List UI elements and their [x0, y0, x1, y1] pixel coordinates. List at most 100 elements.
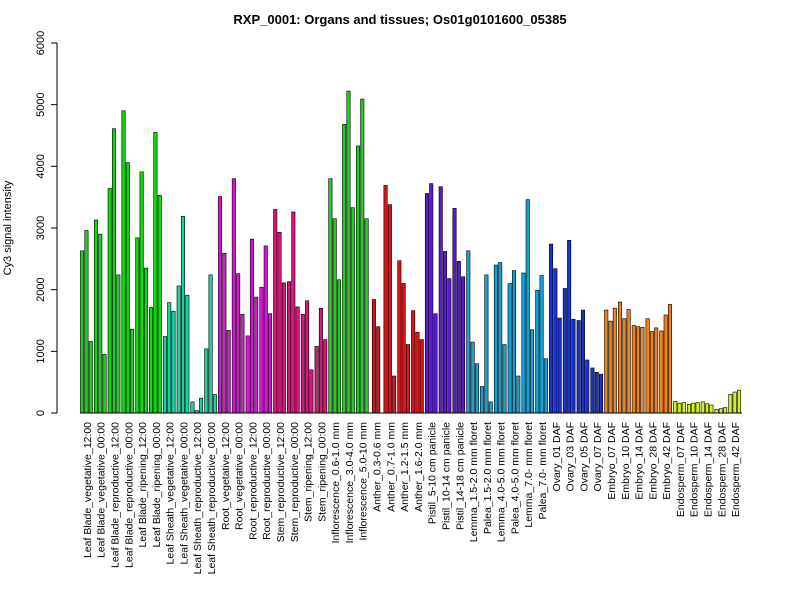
bar	[254, 296, 259, 414]
bar	[732, 391, 737, 414]
x-category-label: Stem_reproductive_00:00	[289, 422, 301, 542]
bar	[226, 330, 231, 414]
bar	[695, 402, 700, 414]
bar	[663, 314, 668, 414]
x-category-label: Stem_ripening_12:00	[303, 422, 315, 522]
bar	[364, 218, 369, 414]
y-axis: 0 1000 2000 3000 4000 5000 6000	[35, 31, 58, 416]
x-category-label: Leaf Sheath_vegetative_00:00	[178, 422, 190, 565]
bar	[604, 309, 609, 414]
x-category-label: Leaf Blade_reproductive_00:00	[123, 422, 135, 568]
x-category-label: Root_vegetative_12:00	[220, 422, 232, 530]
x-category-label: Leaf Blade_vegetative_12:00	[82, 422, 94, 558]
bar	[88, 341, 93, 414]
bar	[157, 195, 162, 414]
bar	[645, 318, 650, 414]
bar	[626, 309, 631, 414]
bar	[567, 240, 572, 414]
bar	[336, 279, 341, 414]
x-category-label: Lemma_1.5-2.0 mm floret	[468, 422, 480, 542]
x-category-label: Anther_1.6-2.0 mm	[413, 422, 425, 512]
x-category-label: Endosperm_07 DAF	[675, 422, 687, 517]
x-category-label: Embryo_28 DAF	[647, 422, 659, 500]
bar	[659, 330, 664, 414]
x-category-label: Anther_1.2-1.5 mm	[399, 422, 411, 512]
bar	[443, 251, 448, 414]
bar	[622, 318, 627, 414]
x-category-label: Embryo_07 DAF	[606, 422, 618, 500]
x-category-label: Leaf Sheath_vegetative_12:00	[165, 422, 177, 565]
bar	[171, 310, 176, 414]
x-category-label: Endosperm_10 DAF	[689, 422, 701, 517]
bar	[93, 219, 98, 414]
bar	[204, 348, 209, 414]
x-category-label: Ovary_05 DAF	[578, 422, 590, 491]
bar	[162, 336, 167, 414]
bar	[291, 211, 296, 414]
bar	[677, 402, 682, 414]
bar	[185, 294, 190, 414]
bar	[149, 307, 154, 414]
bar	[576, 320, 581, 414]
bar	[342, 124, 347, 414]
bar	[346, 90, 351, 414]
bar	[263, 245, 268, 414]
bar	[212, 394, 217, 414]
x-category-label: Endosperm_42 DAF	[730, 422, 742, 517]
x-category-label: Leaf Blade_vegetative_00:00	[96, 422, 108, 558]
bar	[130, 328, 135, 414]
x-category-label: Embryo_42 DAF	[661, 422, 673, 500]
bar	[686, 404, 691, 414]
bar	[376, 326, 381, 414]
x-category-label: Embryo_10 DAF	[620, 422, 632, 500]
bar	[452, 207, 457, 414]
x-category-label: Leaf Sheath_reproductive_12:00	[192, 422, 204, 575]
bar	[521, 272, 526, 414]
bar	[332, 218, 337, 414]
bar	[180, 215, 185, 414]
bar	[507, 283, 512, 414]
bar	[466, 250, 471, 414]
bar	[539, 275, 544, 414]
bar	[640, 326, 645, 414]
bar	[667, 304, 672, 414]
bar	[249, 238, 254, 414]
bar	[736, 389, 741, 414]
bar	[562, 288, 567, 414]
y-tick-label: 3000	[35, 216, 47, 240]
bar	[673, 400, 678, 414]
bar	[167, 302, 172, 414]
bar	[654, 327, 659, 414]
bar	[700, 401, 705, 414]
bar	[116, 274, 121, 414]
y-tick-label: 0	[35, 410, 47, 416]
bar	[323, 339, 328, 414]
y-tick-label: 2000	[35, 277, 47, 301]
bar	[360, 98, 365, 414]
x-category-label: Lemma_7.0- mm floret	[523, 422, 535, 528]
x-category-label: Endosperm_28 DAF	[716, 422, 728, 517]
bar	[305, 300, 310, 414]
bar	[480, 386, 485, 414]
bar	[543, 358, 548, 414]
bar	[447, 278, 452, 414]
x-category-label: Anther_0.3-0.6 mm	[372, 422, 384, 512]
bar	[383, 185, 388, 414]
x-category-label: Root_reproductive_12:00	[247, 422, 259, 540]
bar	[300, 314, 305, 414]
bar	[511, 270, 516, 414]
bar	[549, 243, 554, 414]
x-category-label: Leaf Blade_ripening_00:00	[151, 422, 163, 548]
bar	[705, 403, 710, 414]
bar	[80, 250, 85, 414]
bar	[580, 309, 585, 414]
bar	[474, 363, 479, 414]
bar	[135, 237, 140, 414]
bar	[273, 209, 278, 414]
bar	[608, 320, 613, 414]
bar	[714, 408, 719, 414]
bar	[594, 371, 599, 414]
bar	[121, 110, 126, 414]
x-category-label: Pistil_5-10 cm panicle	[427, 422, 439, 524]
